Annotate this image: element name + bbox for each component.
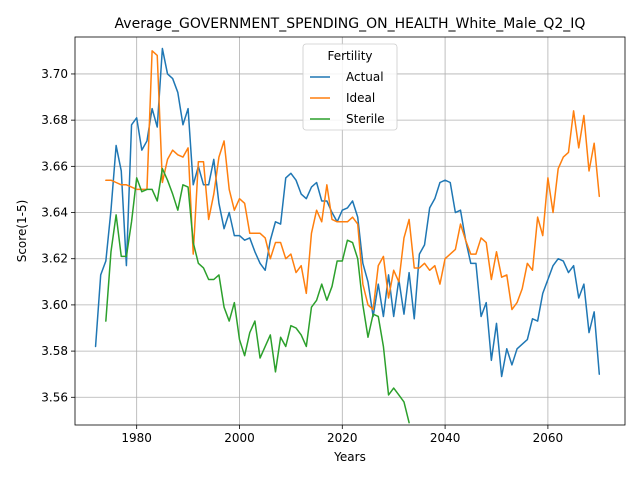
legend-label-sterile: Sterile <box>346 112 385 126</box>
y-tick-label: 3.64 <box>41 206 68 220</box>
legend: Fertility Actual Ideal Sterile <box>303 44 397 130</box>
legend-title: Fertility <box>327 49 372 63</box>
x-tick-label: 2000 <box>224 431 255 445</box>
y-axis-label: Score(1-5) <box>15 200 29 263</box>
chart-title: Average_GOVERNMENT_SPENDING_ON_HEALTH_Wh… <box>115 16 586 32</box>
y-tick-label: 3.56 <box>41 390 68 404</box>
y-tick-label: 3.60 <box>41 298 68 312</box>
x-tick-label: 2040 <box>430 431 461 445</box>
x-tick-label: 1980 <box>121 431 152 445</box>
y-tick-label: 3.58 <box>41 344 68 358</box>
x-tick-label: 2020 <box>327 431 358 445</box>
y-tick-label: 3.66 <box>41 159 68 173</box>
y-tick-label: 3.62 <box>41 252 68 266</box>
y-tick-label: 3.68 <box>41 113 68 127</box>
legend-label-ideal: Ideal <box>346 91 375 105</box>
legend-label-actual: Actual <box>346 70 384 84</box>
y-tick-label: 3.70 <box>41 67 68 81</box>
x-tick-label: 2060 <box>533 431 564 445</box>
x-axis-label: Years <box>333 450 366 464</box>
